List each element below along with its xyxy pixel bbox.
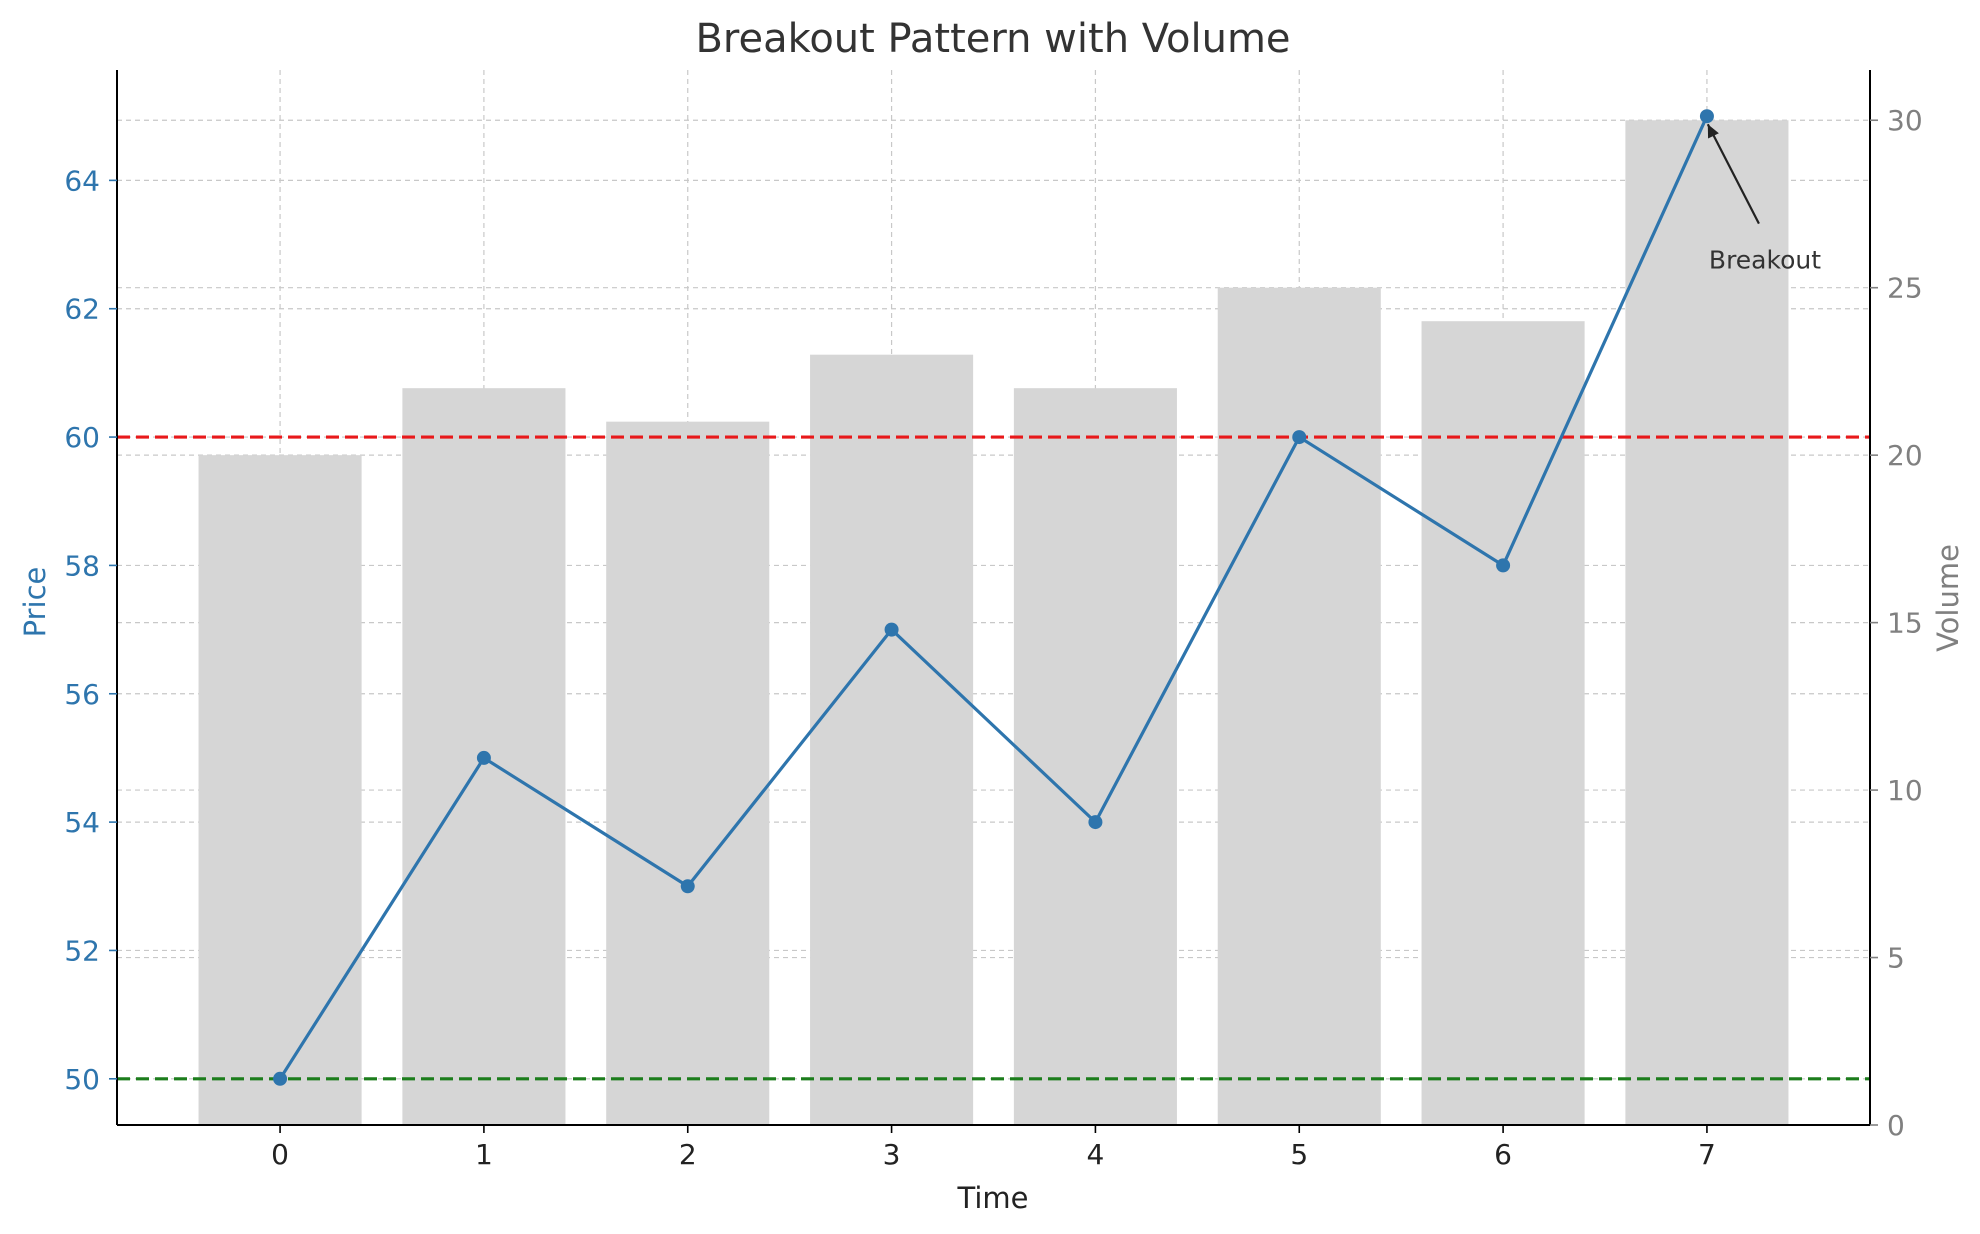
- breakout-annotation: Breakout: [1706, 123, 1821, 275]
- volume-bar: [1421, 321, 1585, 1125]
- y-right-tick-label: 20: [1887, 439, 1923, 472]
- price-point: [1292, 430, 1307, 445]
- y-left-tick-label: 60: [64, 421, 100, 454]
- price-point: [884, 622, 899, 637]
- y-left-tick-label: 50: [64, 1063, 100, 1096]
- y-right-tick-label: 25: [1887, 272, 1923, 305]
- price-point: [1699, 109, 1714, 124]
- x-tick-label: 1: [475, 1138, 493, 1171]
- y-right-tick-label: 0: [1887, 1109, 1905, 1142]
- volume-bar: [606, 421, 770, 1126]
- y-left-tick-label: 56: [64, 678, 100, 711]
- volume-bars: [198, 120, 1789, 1126]
- y-left-tick-label: 52: [64, 934, 100, 967]
- y-right-tick-label: 15: [1887, 607, 1923, 640]
- annotation-label: Breakout: [1709, 246, 1821, 275]
- x-tick-label: 5: [1290, 1138, 1308, 1171]
- price-point: [476, 750, 491, 765]
- x-tick-label: 2: [679, 1138, 697, 1171]
- x-axis-label: Time: [957, 1181, 1029, 1215]
- annotation-arrow: [1706, 123, 1760, 225]
- price-point: [680, 879, 695, 894]
- volume-bar: [1625, 120, 1789, 1125]
- price-series-line: [278, 115, 1709, 1080]
- y-left-tick-label: 54: [64, 806, 100, 839]
- axes: [116, 70, 1871, 1126]
- x-tick-label: 0: [271, 1138, 289, 1171]
- reference-lines: [117, 435, 1870, 1081]
- x-tick-label: 3: [883, 1138, 901, 1171]
- y-right-tick-label: 5: [1887, 942, 1905, 975]
- y-left-tick-label: 64: [64, 164, 100, 197]
- volume-bar: [198, 455, 362, 1126]
- price-point: [1088, 815, 1103, 830]
- grid-layer: [117, 70, 1870, 1126]
- y-left-axis-label: Price: [18, 567, 52, 638]
- volume-bar: [1013, 388, 1177, 1126]
- chart-title: Breakout Pattern with Volume: [695, 16, 1290, 62]
- volume-bar: [810, 354, 974, 1126]
- price-point: [1496, 558, 1511, 573]
- x-tick-label: 6: [1494, 1138, 1512, 1171]
- y-left-tick-label: 62: [64, 293, 100, 326]
- volume-bar: [1217, 287, 1381, 1125]
- annotation-arrow-head: [1707, 124, 1719, 139]
- price-line: [273, 109, 1714, 1086]
- x-tick-label: 4: [1087, 1138, 1105, 1171]
- y-right-tick-label: 30: [1887, 104, 1923, 137]
- y-right-axis-label: Volume: [1931, 544, 1965, 652]
- x-tick-label: 7: [1698, 1138, 1716, 1171]
- y-right-tick-label: 10: [1887, 774, 1923, 807]
- price-point: [273, 1071, 288, 1086]
- y-left-tick-label: 58: [64, 549, 100, 582]
